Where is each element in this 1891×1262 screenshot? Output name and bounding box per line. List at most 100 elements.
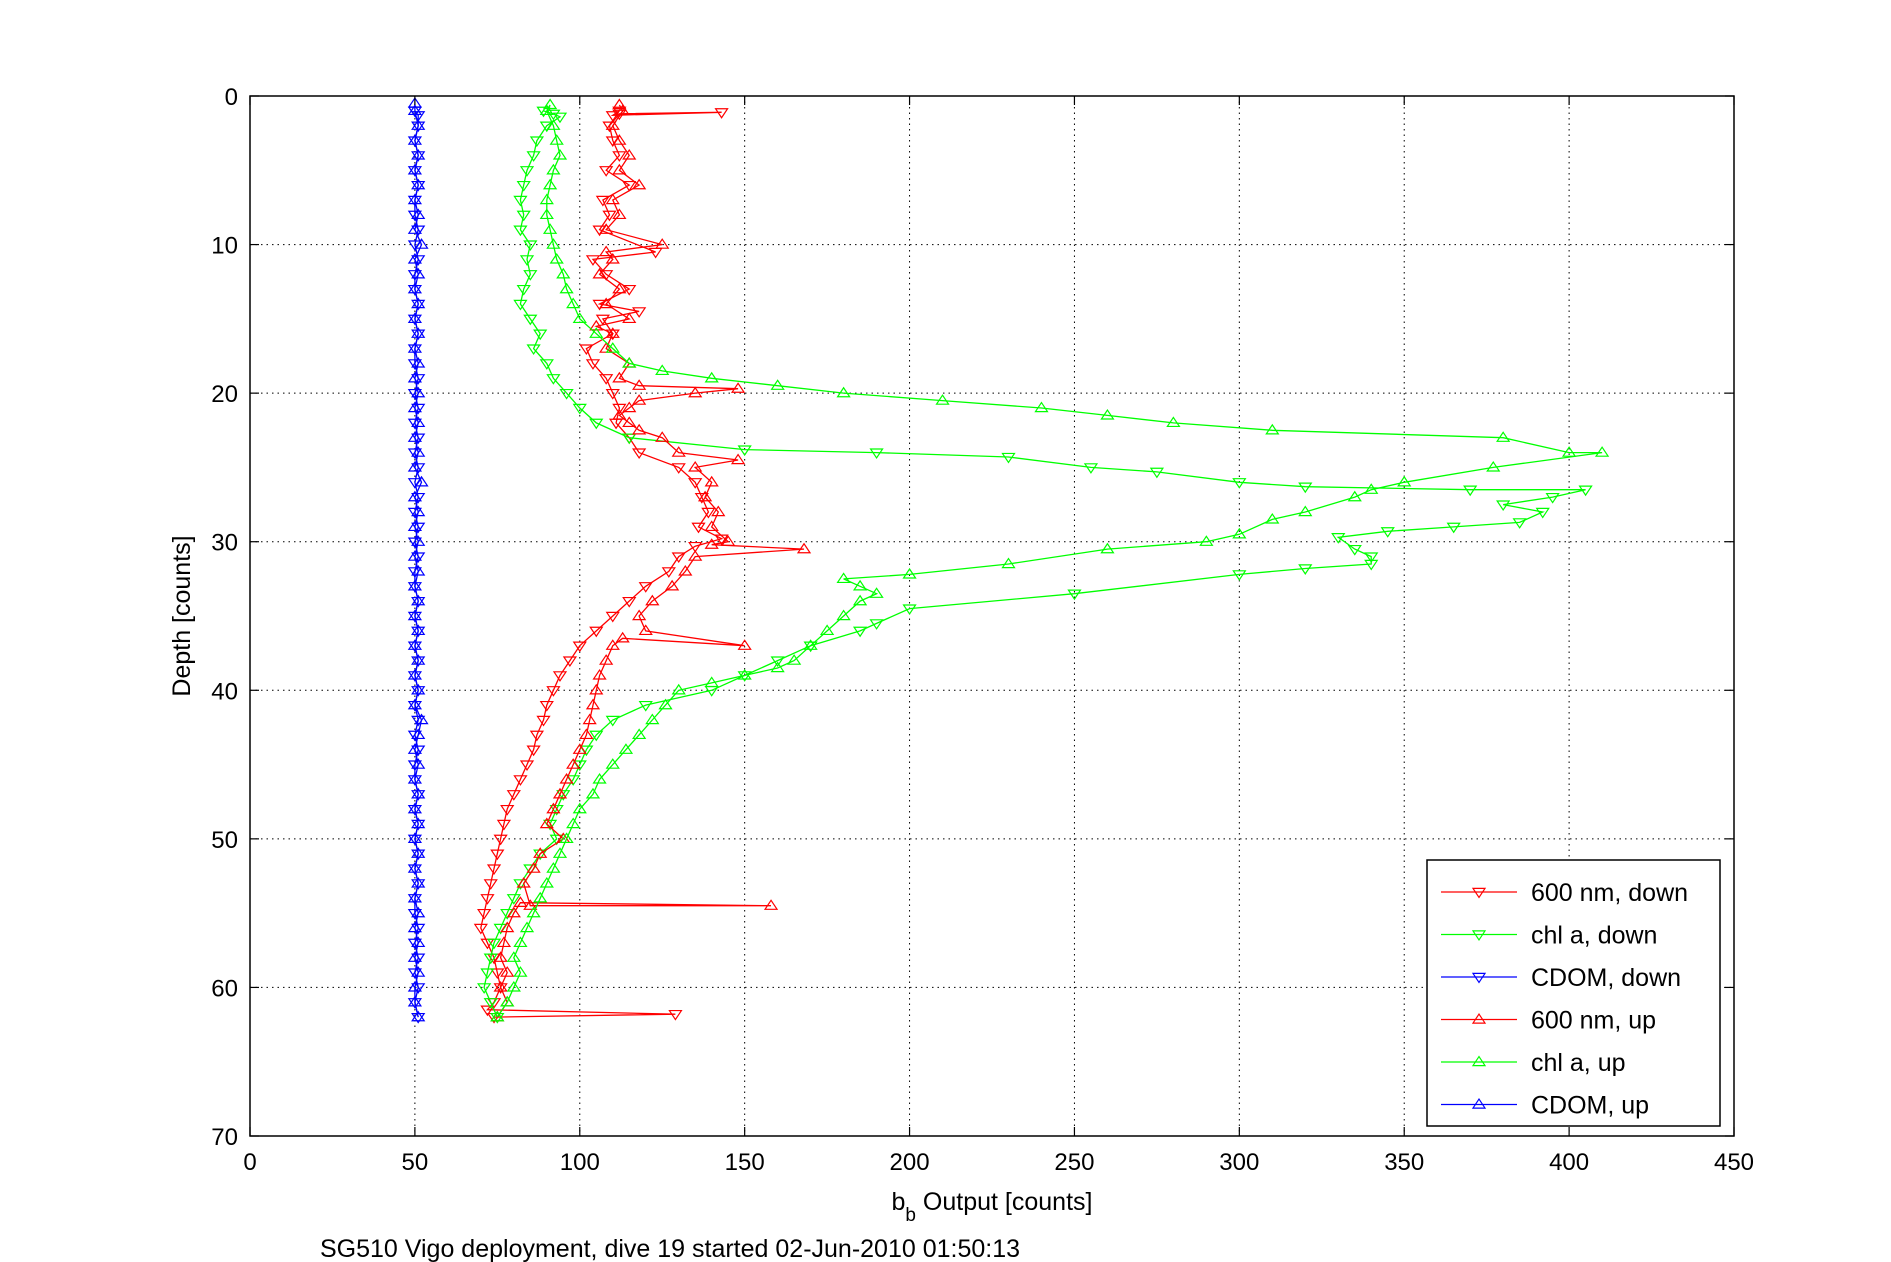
data-point	[796, 542, 812, 554]
data-point	[612, 98, 627, 110]
series-line	[480, 110, 724, 1018]
data-point	[411, 327, 426, 338]
data-point	[595, 195, 610, 207]
data-point	[549, 252, 564, 264]
data-point	[411, 446, 426, 457]
data-point	[589, 730, 604, 742]
data-point	[411, 594, 426, 606]
data-point	[1486, 460, 1501, 472]
data-point	[612, 163, 627, 175]
data-point	[559, 388, 574, 400]
data-point	[513, 195, 528, 207]
data-point	[529, 136, 545, 148]
data-point	[902, 604, 917, 616]
data-point	[483, 879, 498, 890]
data-point	[407, 834, 423, 846]
x-tick-label: 400	[1549, 1149, 1589, 1176]
data-point	[1034, 401, 1049, 413]
legend-swatch-marker	[1471, 972, 1487, 984]
data-point	[500, 804, 515, 816]
data-point	[730, 453, 746, 465]
data-point	[622, 401, 637, 413]
legend-entries: 600 nm, down chl a, down CDOM, down 600 nm,…	[1441, 879, 1688, 1120]
data-point	[869, 619, 884, 630]
data-point	[414, 713, 429, 725]
data-point	[407, 698, 423, 710]
data-point	[618, 743, 634, 754]
data-point	[549, 134, 564, 145]
data-point	[411, 936, 426, 948]
data-point	[411, 906, 426, 918]
data-point	[407, 641, 423, 653]
data-point	[836, 609, 851, 621]
data-point	[770, 379, 785, 390]
data-point	[411, 297, 426, 309]
data-point	[407, 195, 423, 207]
data-point	[411, 299, 426, 311]
data-point	[411, 686, 426, 697]
data-point	[500, 995, 515, 1007]
data-point	[411, 654, 426, 665]
data-point	[730, 382, 746, 393]
data-point	[671, 683, 686, 695]
data-point	[691, 522, 706, 534]
data-point	[852, 626, 868, 638]
data-point	[803, 639, 818, 650]
data-point	[1535, 507, 1550, 519]
y-tick-label: 70	[211, 1124, 238, 1151]
data-point	[516, 180, 531, 192]
data-point	[1463, 485, 1478, 497]
data-point	[697, 490, 713, 502]
data-point	[407, 314, 423, 326]
data-point	[852, 579, 868, 591]
data-point	[407, 342, 423, 353]
series-3	[490, 98, 812, 1022]
data-point	[539, 876, 554, 888]
data-point	[407, 891, 423, 903]
data-point	[552, 847, 568, 858]
data-point	[516, 210, 531, 222]
data-point	[407, 136, 423, 148]
data-point	[579, 728, 594, 740]
data-point	[513, 225, 528, 237]
data-point	[668, 1009, 683, 1021]
y-tick-label: 50	[211, 827, 238, 854]
data-point	[526, 906, 541, 918]
legend-swatch-marker	[1471, 1013, 1487, 1024]
plot-frame	[249, 95, 1735, 1137]
data-point	[414, 475, 429, 487]
data-point	[787, 654, 802, 665]
data-point	[711, 505, 726, 517]
data-point	[490, 1012, 505, 1024]
data-point	[407, 550, 423, 561]
data-point	[658, 698, 673, 710]
data-point	[612, 403, 627, 415]
data-point	[1561, 446, 1577, 457]
data-point	[407, 700, 423, 712]
data-point	[513, 299, 528, 311]
data-point	[599, 245, 614, 257]
x-tick-label: 300	[1219, 1149, 1259, 1176]
data-point	[589, 683, 604, 695]
data-point	[526, 344, 541, 356]
data-point	[516, 284, 531, 296]
data-point	[549, 804, 564, 816]
data-point	[688, 541, 703, 553]
data-point	[539, 104, 554, 116]
data-point	[714, 108, 729, 119]
data-point	[585, 359, 601, 370]
data-point	[737, 639, 752, 650]
data-point	[407, 582, 423, 593]
data-point	[566, 297, 581, 309]
data-point	[1001, 557, 1016, 569]
data-point	[819, 624, 835, 636]
data-point	[407, 520, 423, 532]
data-point	[688, 460, 703, 472]
y-tick-label: 30	[211, 530, 238, 557]
data-point	[589, 418, 604, 430]
axis-ticks: 0 50 100 150 200 250 300 350 400 450 0 10 20 30 40 50 60…	[211, 84, 1754, 1176]
data-point	[622, 356, 637, 368]
data-point	[622, 596, 637, 608]
x-tick-label: 50	[402, 1149, 429, 1176]
data-point	[414, 238, 429, 249]
